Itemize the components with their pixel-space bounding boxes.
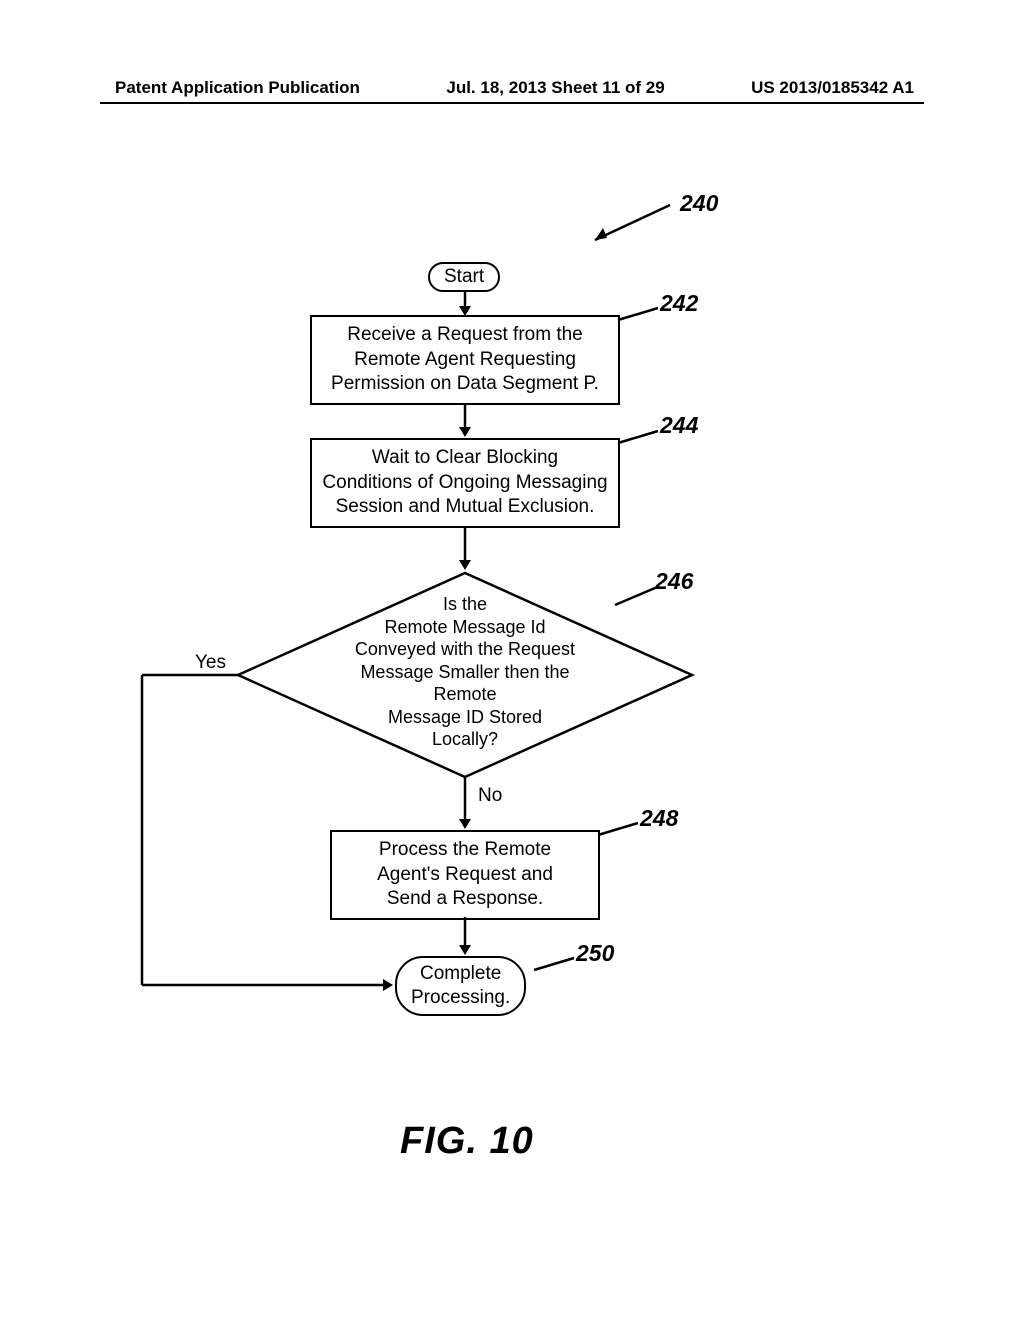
header-right: US 2013/0185342 A1 [751, 78, 914, 98]
no-label: No [478, 785, 502, 807]
process-text: Process the Remote Agent's Request and S… [340, 838, 590, 912]
ref-242: 242 [660, 290, 698, 317]
yes-label: Yes [195, 652, 226, 674]
arrow-wait-decision [459, 526, 471, 574]
ref-240-leader [585, 200, 685, 250]
header-middle: Jul. 18, 2013 Sheet 11 of 29 [446, 78, 664, 98]
header-left: Patent Application Publication [115, 78, 360, 98]
receive-node: Receive a Request from the Remote Agent … [310, 315, 620, 405]
wait-node: Wait to Clear Blocking Conditions of Ong… [310, 438, 620, 528]
ref-248: 248 [640, 805, 678, 832]
ref-240: 240 [680, 190, 718, 217]
process-node: Process the Remote Agent's Request and S… [330, 830, 600, 920]
header-rule [100, 102, 924, 104]
arrow-receive-wait [459, 403, 471, 441]
arrow-decision-process [459, 777, 471, 833]
start-text: Start [444, 266, 484, 287]
wait-text: Wait to Clear Blocking Conditions of Ong… [320, 446, 610, 520]
ref-244: 244 [660, 412, 698, 439]
ref-246: 246 [655, 568, 693, 595]
figure-title: FIG. 10 [400, 1120, 534, 1163]
start-node: Start [428, 262, 500, 292]
complete-text: Complete Processing. [411, 962, 510, 1010]
arrow-process-complete [459, 917, 471, 959]
receive-text: Receive a Request from the Remote Agent … [320, 323, 610, 397]
complete-node: Complete Processing. [395, 956, 526, 1016]
ref-250: 250 [576, 940, 614, 967]
